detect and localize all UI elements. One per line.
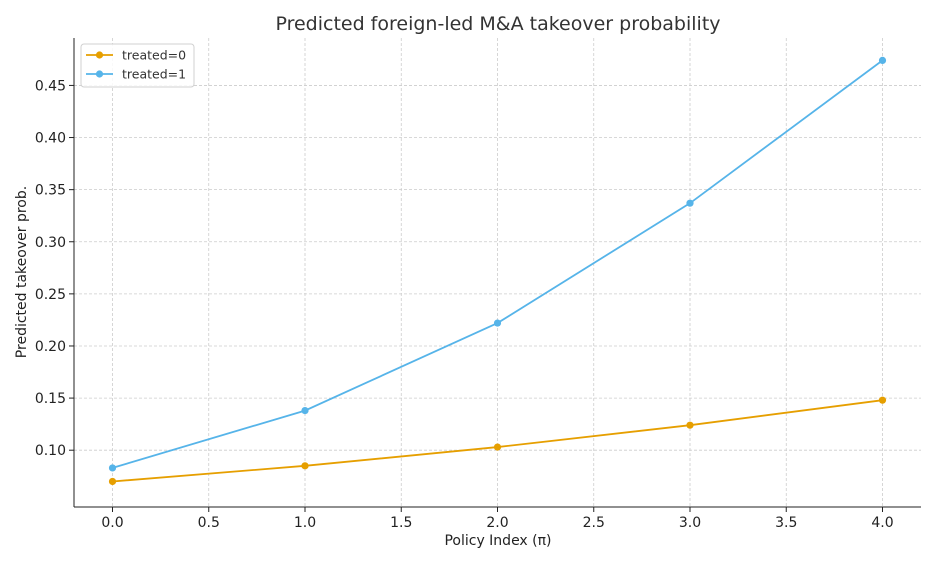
y-axis-label: Predicted takeover prob.: [14, 186, 30, 358]
legend-marker: [95, 70, 104, 78]
data-point-treated-0: [878, 396, 887, 404]
x-tick-label: 2.5: [583, 515, 605, 531]
axes: 0.0 0.5 1.0 1.5 2.0 2.5 3.0 3.5 4.0 0.10 0.15 0.20 0…: [35, 38, 921, 531]
data-point-treated-0: [493, 443, 502, 451]
data-point-treated-1: [493, 319, 502, 327]
legend-label: treated=1: [122, 67, 186, 82]
y-tick-label: 0.45: [35, 78, 66, 94]
grid: [74, 38, 921, 507]
y-tick-label: 0.15: [35, 391, 66, 407]
data-point-treated-1: [108, 464, 117, 472]
y-tick-label: 0.20: [35, 339, 66, 355]
data-point-treated-1: [878, 56, 887, 65]
x-tick-label: 2.0: [486, 515, 508, 531]
y-tick-label: 0.40: [35, 131, 66, 147]
chart-title: Predicted foreign-led M&A takeover proba…: [275, 13, 720, 35]
data-point-treated-1: [686, 199, 694, 207]
y-tick-label: 0.25: [35, 287, 66, 303]
y-tick-label: 0.30: [35, 235, 66, 251]
x-axis-label: Policy Index (π): [444, 533, 551, 549]
x-tick-label: 0.5: [198, 515, 220, 531]
data-point-treated-0: [301, 462, 309, 470]
x-tick-label: 4.0: [871, 515, 893, 531]
x-tick-label: 3.0: [679, 515, 701, 531]
data-point-treated-1: [301, 406, 309, 415]
y-tick-label: 0.10: [35, 443, 66, 459]
series-layer: [108, 56, 887, 486]
data-point-treated-0: [108, 477, 117, 486]
data-point-treated-0: [686, 421, 694, 429]
x-tick-label: 0.0: [101, 515, 123, 531]
x-tick-label: 1.0: [294, 515, 316, 531]
legend-marker: [95, 51, 104, 59]
legend-label: treated=0: [122, 48, 186, 63]
x-tick-label: 1.5: [390, 515, 412, 531]
x-tick-label: 3.5: [775, 515, 797, 531]
legend: treated=0 treated=1: [80, 43, 195, 88]
y-tick-label: 0.35: [35, 183, 66, 199]
